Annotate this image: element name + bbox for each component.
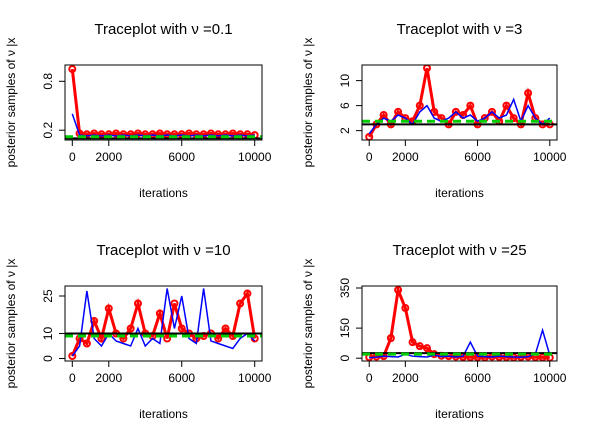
x-tick-label: 6000	[168, 150, 195, 164]
y-tick-label: 2	[338, 127, 352, 134]
plot-area	[362, 65, 557, 140]
y-tick-label: 10	[41, 327, 55, 341]
trace-point	[148, 130, 157, 139]
trace-point	[177, 130, 186, 139]
trace-point	[214, 334, 223, 343]
trace-point	[394, 286, 403, 295]
y-tick-label: 6	[338, 102, 352, 109]
trace-point	[163, 334, 172, 343]
chart-title: Traceplot with ν =3	[397, 21, 523, 38]
y-tick-label: 0	[338, 355, 352, 362]
y-axis-label: posterior samples of ν |x	[4, 38, 18, 168]
y-axis-label: posterior samples of ν |x	[301, 38, 315, 168]
trace-point	[214, 130, 223, 139]
trace-point	[408, 338, 417, 347]
trace-point	[170, 299, 179, 308]
x-tick-label: 0	[69, 150, 76, 164]
plot-box	[361, 285, 558, 362]
y-tick-label: 350	[338, 278, 352, 298]
trace-point	[82, 339, 91, 348]
trace-point	[243, 289, 252, 298]
trace-point	[221, 324, 230, 333]
x-tick-label: 0	[366, 150, 373, 164]
plot-area	[65, 288, 262, 360]
plot-area	[362, 286, 557, 361]
trace-line	[71, 288, 256, 357]
trace-point	[155, 309, 164, 318]
trace-point	[68, 65, 77, 74]
y-tick-label: 10	[338, 74, 352, 88]
plot-box	[64, 285, 263, 362]
x-tick-label: 0	[69, 371, 76, 385]
x-axis-label: iterations	[435, 407, 484, 421]
trace-point	[199, 130, 208, 139]
trace-point	[423, 344, 431, 353]
trace-point	[97, 334, 106, 343]
trace-point	[502, 101, 511, 110]
x-tick-label: 10000	[533, 371, 567, 385]
y-tick-label: 0	[41, 355, 55, 362]
trace-point	[163, 130, 172, 139]
plot-box	[361, 64, 558, 141]
trace-point	[509, 114, 518, 123]
x-tick-label: 6000	[464, 150, 491, 164]
x-tick-label: 2000	[95, 371, 122, 385]
x-axis-label: iterations	[139, 186, 188, 200]
x-tick-label: 10000	[533, 150, 567, 164]
y-tick-label: 25	[41, 289, 55, 303]
trace-point	[133, 299, 142, 308]
x-tick-label: 10000	[238, 150, 272, 164]
x-tick-label: 6000	[464, 371, 491, 385]
y-tick-label: 150	[338, 318, 352, 338]
y-axis-label: posterior samples of ν |x	[301, 259, 315, 389]
trace-point	[415, 101, 424, 110]
chart-title: Traceplot with ν =0.1	[94, 21, 232, 38]
trace-line	[369, 327, 551, 359]
trace-point	[177, 324, 186, 333]
trace-point	[415, 342, 424, 351]
chart-title: Traceplot with ν =25	[392, 242, 526, 259]
trace-point	[524, 89, 533, 98]
trace-point	[236, 299, 245, 308]
x-axis-label: iterations	[139, 407, 188, 421]
x-tick-label: 2000	[95, 150, 122, 164]
trace-point	[451, 107, 460, 116]
y-tick-label: 0.2	[41, 122, 55, 139]
trace-point	[386, 334, 395, 343]
y-tick-label: 0.8	[41, 73, 55, 90]
x-tick-label: 0	[366, 371, 373, 385]
x-tick-label: 2000	[392, 150, 419, 164]
y-axis-label: posterior samples of ν |x	[4, 259, 18, 389]
trace-point	[466, 101, 475, 110]
trace-point	[401, 304, 410, 313]
trace-line	[368, 97, 551, 135]
trace-point	[538, 353, 547, 361]
trace-point	[126, 324, 135, 333]
trace-line	[369, 286, 550, 360]
trace-point	[97, 130, 106, 139]
trace-line	[70, 68, 255, 137]
plot-area	[65, 65, 262, 140]
x-tick-label: 2000	[392, 371, 419, 385]
chart-title: Traceplot with ν =10	[96, 242, 230, 259]
plot-box	[64, 64, 263, 141]
trace-point	[68, 352, 77, 360]
trace-point	[488, 107, 496, 116]
x-axis-label: iterations	[435, 186, 484, 200]
trace-point	[104, 304, 113, 313]
trace-point	[473, 353, 482, 361]
x-tick-label: 10000	[238, 371, 272, 385]
x-tick-label: 6000	[168, 371, 195, 385]
trace-point	[82, 130, 91, 139]
